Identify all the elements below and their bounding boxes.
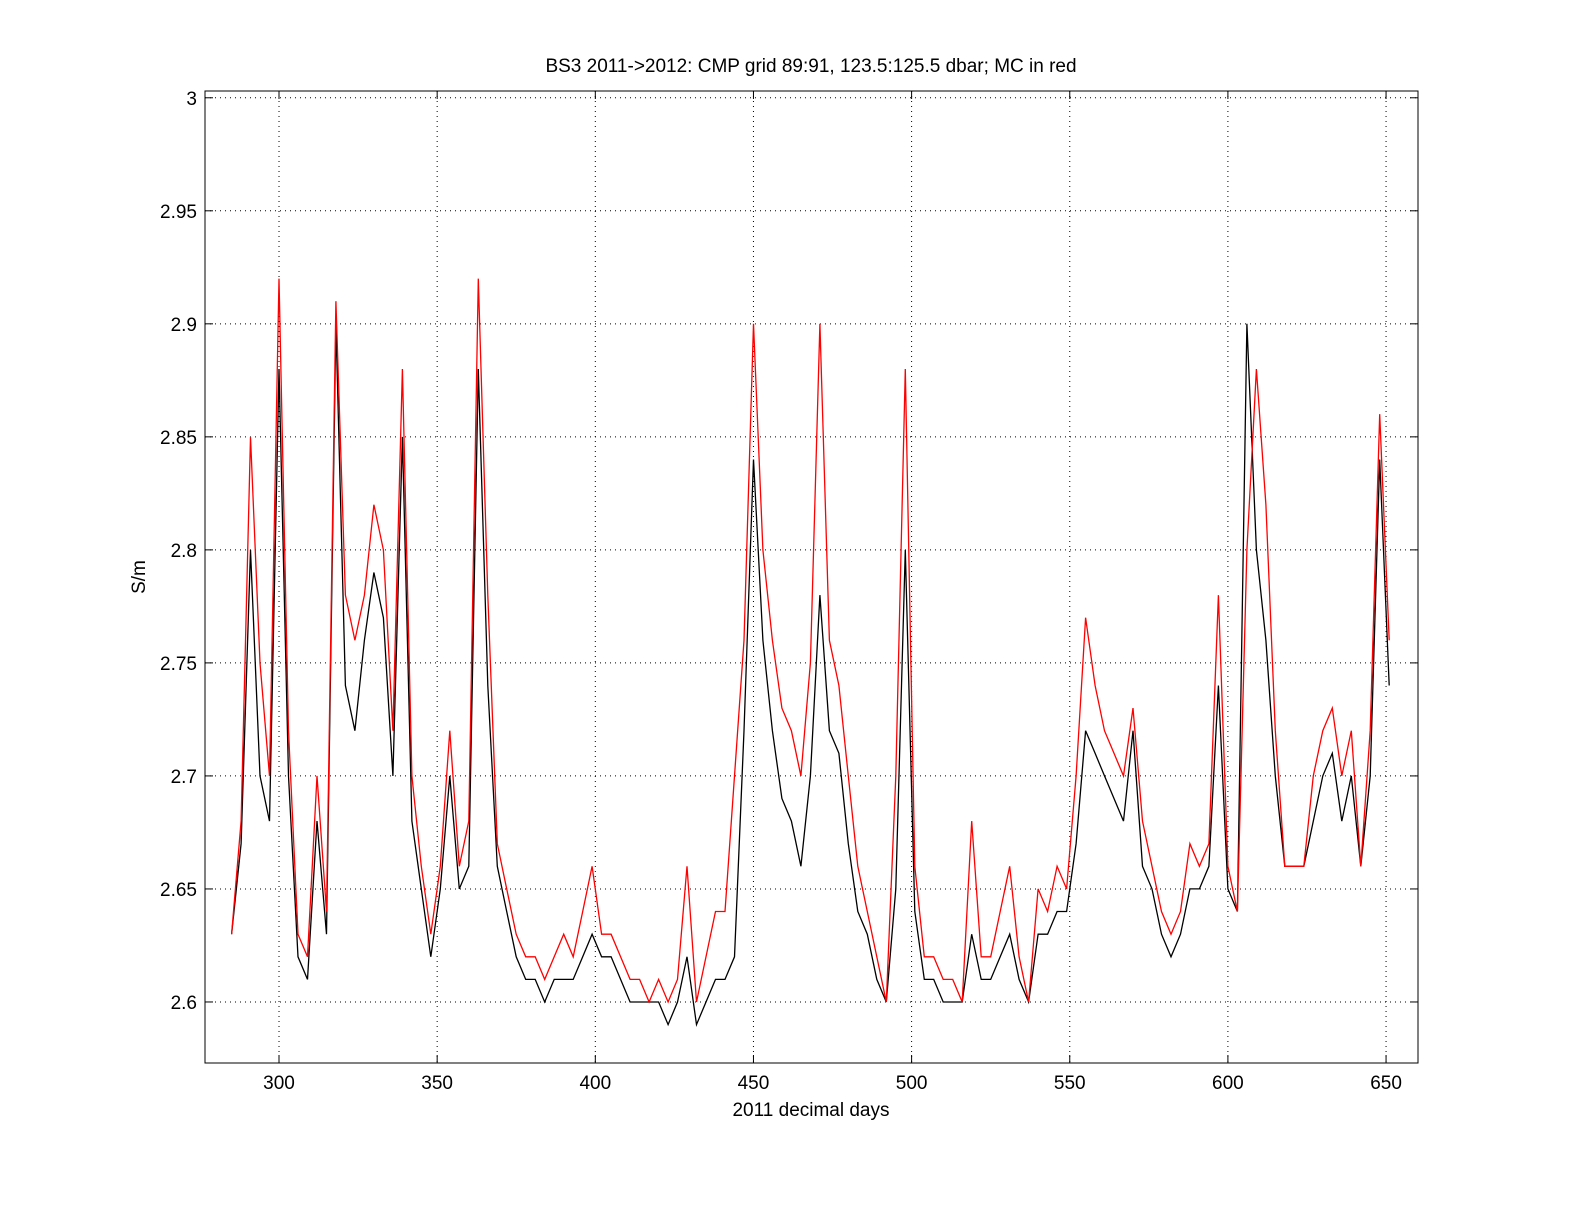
x-axis-label: 2011 decimal days [732,1100,889,1121]
y-tick-label: 2.7 [171,767,197,788]
x-tick-label: 300 [263,1073,295,1094]
x-tick-label: 600 [1212,1073,1244,1094]
plot-frame [204,90,1419,1064]
x-tick-label: 350 [421,1073,453,1094]
chart-title: BS3 2011->2012: CMP grid 89:91, 123.5:12… [545,56,1076,77]
x-tick-label: 500 [896,1073,928,1094]
x-tick-label: 550 [1054,1073,1086,1094]
data-line [230,323,1390,1028]
y-tick-label: 2.9 [171,315,197,336]
y-tick-label: 2.75 [160,654,197,675]
data-line [230,278,1390,1004]
x-tick-label: 400 [579,1073,611,1094]
x-tick-label: 650 [1370,1073,1402,1094]
y-tick-label: 2.95 [160,202,197,223]
y-tick-label: 2.8 [171,541,197,562]
y-tick-label: 2.6 [171,993,197,1014]
y-tick-label: 3 [186,89,197,110]
x-tick-label: 450 [738,1073,770,1094]
y-tick-label: 2.85 [160,428,197,449]
y-axis-label: S/m [129,560,150,594]
y-tick-label: 2.65 [160,880,197,901]
